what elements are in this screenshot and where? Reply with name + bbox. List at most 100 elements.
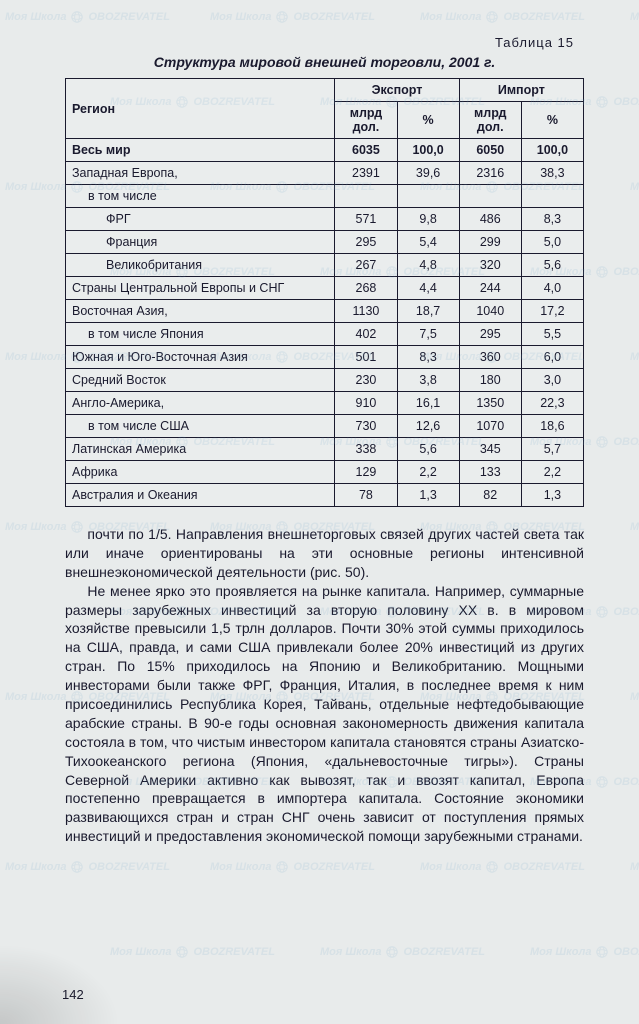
cell-value: 82 <box>459 484 521 507</box>
table-number-label: Таблица 15 <box>65 35 584 50</box>
watermark-stamp: Моя Школа OBOZREVATEL <box>630 690 639 704</box>
table-row: в том числе США73012,6107018,6 <box>66 415 584 438</box>
cell-value <box>397 185 459 208</box>
cell-region: Весь мир <box>66 139 335 162</box>
cell-value: 360 <box>459 346 521 369</box>
cell-value: 5,5 <box>521 323 583 346</box>
watermark-text-2: OBOZREVATEL <box>88 11 169 23</box>
watermark-stamp: Моя Школа OBOZREVATEL <box>320 945 485 959</box>
watermark-text-1: Моя Школа <box>630 521 639 533</box>
cell-value: 295 <box>459 323 521 346</box>
cell-value <box>459 185 521 208</box>
cell-value: 268 <box>335 277 397 300</box>
cell-value: 133 <box>459 461 521 484</box>
cell-region: Англо-Америка, <box>66 392 335 415</box>
watermark-stamp: Моя Школа OBOZREVATEL <box>5 860 170 874</box>
cell-value: 9,8 <box>397 208 459 231</box>
cell-value: 8,3 <box>397 346 459 369</box>
watermark-stamp: Моя Школа OBOZREVATEL <box>5 10 170 24</box>
watermark-stamp: Моя Школа OBOZREVATEL <box>530 945 639 959</box>
col-region: Регион <box>66 79 335 139</box>
table-row: Южная и Юго-Восточная Азия5018,33606,0 <box>66 346 584 369</box>
col-export-percent: % <box>397 102 459 139</box>
cell-value: 6,0 <box>521 346 583 369</box>
table-row: Африка1292,21332,2 <box>66 461 584 484</box>
table-row: Средний Восток2303,81803,0 <box>66 369 584 392</box>
watermark-stamp: Моя Школа OBOZREVATEL <box>630 10 639 24</box>
watermark-text-1: Моя Школа <box>210 11 271 23</box>
watermark-text-1: Моя Школа <box>320 946 381 958</box>
cell-value: 180 <box>459 369 521 392</box>
watermark-text-1: Моя Школа <box>5 861 66 873</box>
cell-value: 230 <box>335 369 397 392</box>
table-row: Франция2955,42995,0 <box>66 231 584 254</box>
watermark-text-2: OBOZREVATEL <box>613 266 639 278</box>
cell-value: 2316 <box>459 162 521 185</box>
cell-region: Великобритания <box>66 254 335 277</box>
cell-region: Западная Европа, <box>66 162 335 185</box>
watermark-text-1: Моя Школа <box>5 691 66 703</box>
watermark-stamp: Моя Школа OBOZREVATEL <box>420 10 585 24</box>
cell-value: 910 <box>335 392 397 415</box>
cell-value: 345 <box>459 438 521 461</box>
watermark-text-1: Моя Школа <box>5 11 66 23</box>
cell-value: 5,0 <box>521 231 583 254</box>
cell-value: 7,5 <box>397 323 459 346</box>
watermark-text-1: Моя Школа <box>630 861 639 873</box>
cell-value: 100,0 <box>397 139 459 162</box>
cell-value: 2391 <box>335 162 397 185</box>
cell-value: 1,3 <box>521 484 583 507</box>
corner-shade <box>0 944 120 1024</box>
cell-value: 2,2 <box>397 461 459 484</box>
watermark-stamp: Моя Школа OBOZREVATEL <box>420 860 585 874</box>
cell-region: Франция <box>66 231 335 254</box>
table-row: Латинская Америка3385,63455,7 <box>66 438 584 461</box>
table-row: Западная Европа,239139,6231638,3 <box>66 162 584 185</box>
cell-value: 39,6 <box>397 162 459 185</box>
watermark-text-2: OBOZREVATEL <box>293 11 374 23</box>
cell-value: 3,8 <box>397 369 459 392</box>
table-row: Весь мир6035100,06050100,0 <box>66 139 584 162</box>
cell-value: 338 <box>335 438 397 461</box>
cell-value: 730 <box>335 415 397 438</box>
watermark-text-1: Моя Школа <box>630 691 639 703</box>
watermark-text-2: OBOZREVATEL <box>613 776 639 788</box>
cell-value: 1070 <box>459 415 521 438</box>
table-row: в том числе Япония4027,52955,5 <box>66 323 584 346</box>
paragraph: Не менее ярко это проявляется на рынке к… <box>65 582 584 846</box>
cell-value: 2,2 <box>521 461 583 484</box>
cell-value: 6050 <box>459 139 521 162</box>
cell-value: 18,7 <box>397 300 459 323</box>
cell-region: ФРГ <box>66 208 335 231</box>
table-row: Страны Центральной Европы и СНГ2684,4244… <box>66 277 584 300</box>
cell-value: 1350 <box>459 392 521 415</box>
cell-region: Средний Восток <box>66 369 335 392</box>
cell-value: 100,0 <box>521 139 583 162</box>
cell-region: Латинская Америка <box>66 438 335 461</box>
table-row: Восточная Азия,113018,7104017,2 <box>66 300 584 323</box>
cell-value: 486 <box>459 208 521 231</box>
cell-region: Африка <box>66 461 335 484</box>
cell-value: 22,3 <box>521 392 583 415</box>
cell-value: 4,0 <box>521 277 583 300</box>
watermark-stamp: Моя Школа OBOZREVATEL <box>110 945 275 959</box>
cell-value <box>335 185 397 208</box>
watermark-stamp: Моя Школа OBOZREVATEL <box>210 860 375 874</box>
cell-value: 5,6 <box>397 438 459 461</box>
cell-value: 5,4 <box>397 231 459 254</box>
cell-value: 18,6 <box>521 415 583 438</box>
watermark-text-2: OBOZREVATEL <box>613 96 639 108</box>
cell-value: 4,4 <box>397 277 459 300</box>
cell-region: Австралия и Океания <box>66 484 335 507</box>
paragraph: почти по 1/5. Направления внешнеторговых… <box>65 525 584 582</box>
table-title: Структура мировой внешней торговли, 2001… <box>65 54 584 70</box>
table-row: Великобритания2674,83205,6 <box>66 254 584 277</box>
cell-region: Южная и Юго-Восточная Азия <box>66 346 335 369</box>
watermark-stamp: Моя Школа OBOZREVATEL <box>630 180 639 194</box>
trade-structure-table: Регион Экспорт Импорт млрд дол. % млрд д… <box>65 78 584 507</box>
watermark-text-1: Моя Школа <box>420 11 481 23</box>
cell-value: 17,2 <box>521 300 583 323</box>
cell-value: 295 <box>335 231 397 254</box>
cell-value: 3,0 <box>521 369 583 392</box>
cell-value: 5,6 <box>521 254 583 277</box>
